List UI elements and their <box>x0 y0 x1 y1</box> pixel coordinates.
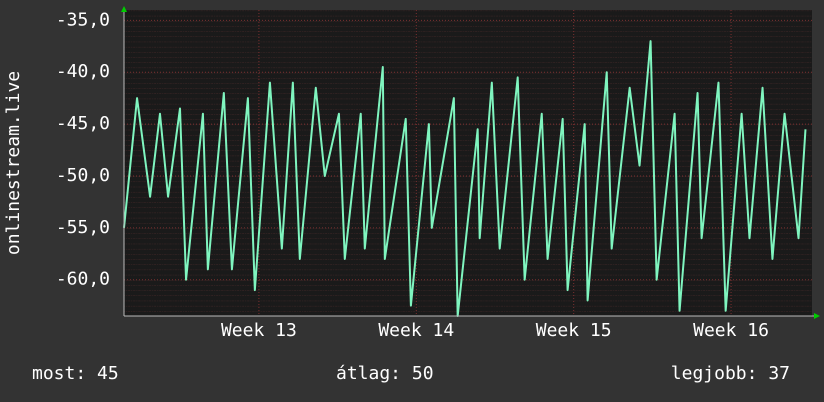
y-tick-label: -60,0 <box>56 269 110 290</box>
y-tick-label: -35,0 <box>56 9 110 30</box>
footer-average: átlag: 50 <box>336 363 434 384</box>
y-axis-label: onlinestream.live <box>3 71 24 255</box>
data-line <box>123 40 807 317</box>
x-tick-label: Week 13 <box>221 320 297 341</box>
x-tick-label: Week 14 <box>378 320 454 341</box>
x-tick-label: Week 15 <box>536 320 612 341</box>
y-tick-label: -40,0 <box>56 61 110 82</box>
y-tick-label: -45,0 <box>56 113 110 134</box>
footer-current: most: 45 <box>32 363 119 384</box>
minor-grid <box>124 10 812 316</box>
footer-best: legjobb: 37 <box>671 363 790 384</box>
y-tick-label: -55,0 <box>56 217 110 238</box>
x-axis-arrow <box>814 313 820 319</box>
y-axis-arrow <box>121 6 127 12</box>
y-tick-label: -50,0 <box>56 165 110 186</box>
x-tick-label: Week 16 <box>693 320 769 341</box>
